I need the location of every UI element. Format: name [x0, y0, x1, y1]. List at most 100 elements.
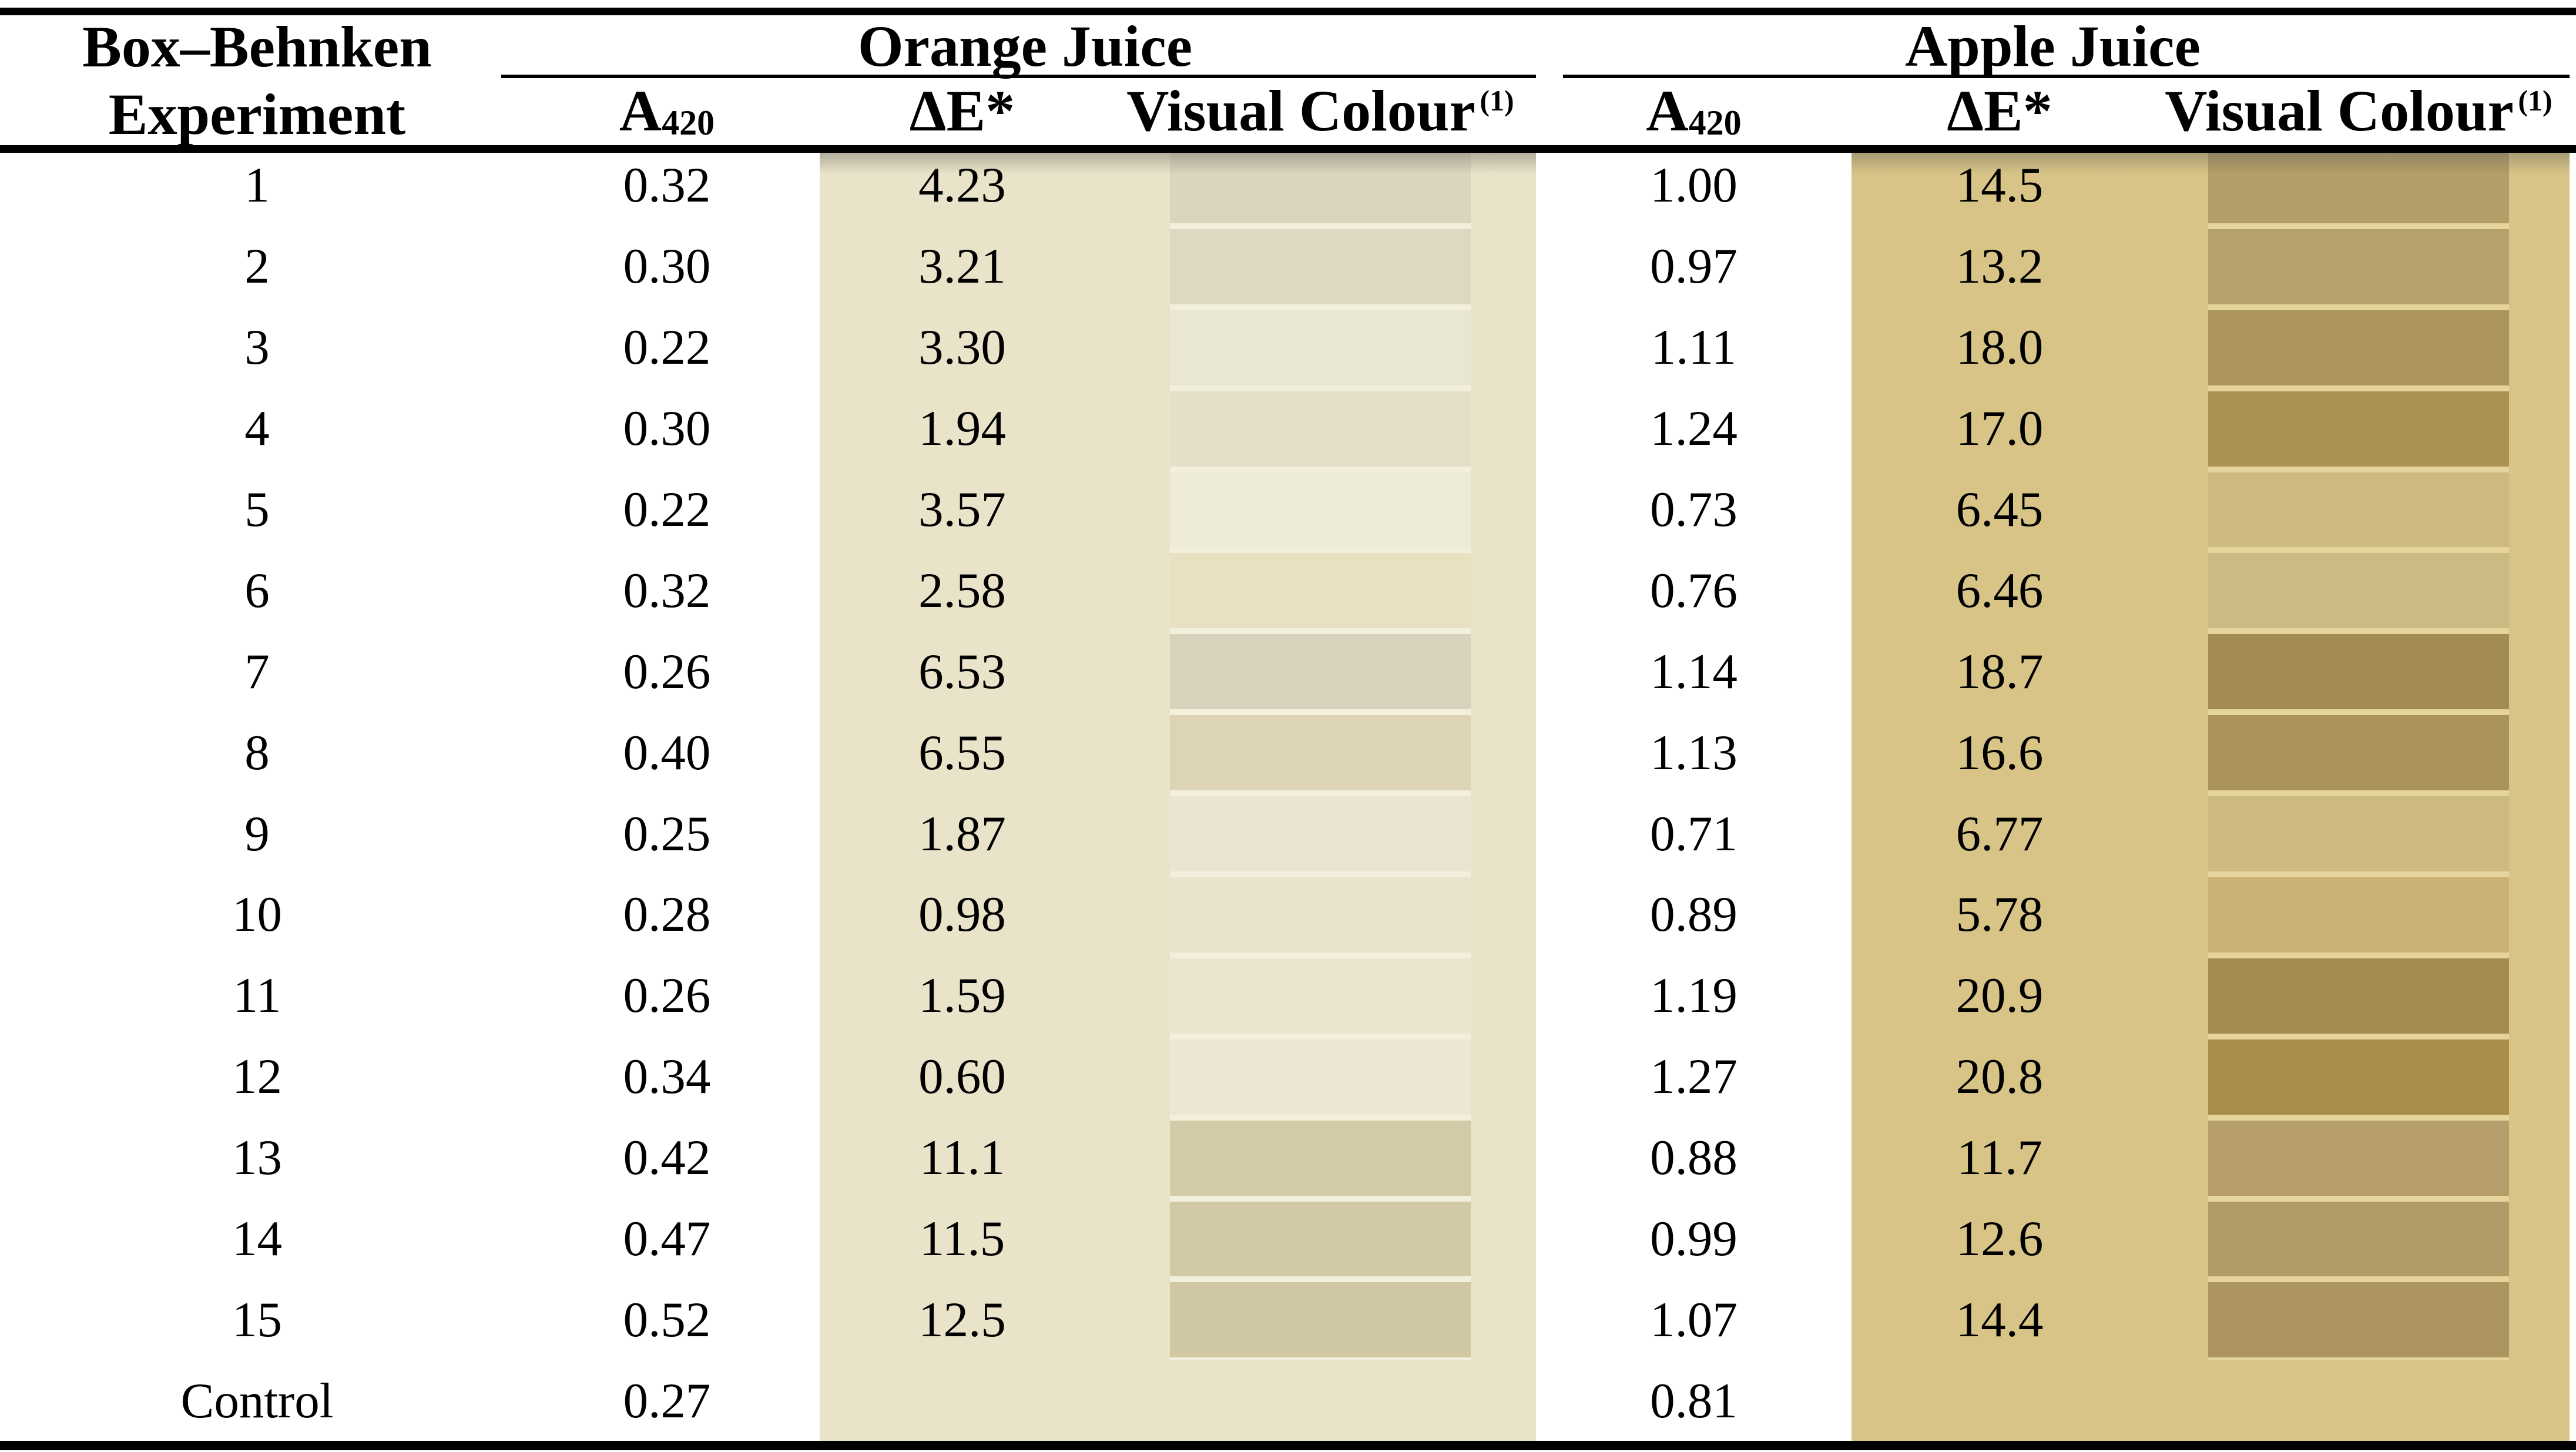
orange-delta-e-cell: 11.5: [820, 1198, 1105, 1280]
orange-colour-swatch: [1170, 1279, 1471, 1361]
apple-colour-swatch: [2208, 307, 2509, 388]
apple-visual-colour-cell: [2148, 1279, 2570, 1361]
apple-colour-swatch: [2208, 1198, 2509, 1280]
apple-a420-cell: 0.73: [1650, 482, 1738, 537]
orange-visual-colour-cell: [1105, 469, 1536, 551]
apple-a420-cell: 1.27: [1650, 1049, 1738, 1105]
orange-delta-e-cell: 0.60: [820, 1036, 1105, 1118]
apple-delta-e-cell: 20.9: [1852, 955, 2148, 1037]
apple-delta-e-cell: 20.8: [1852, 1036, 2148, 1118]
table-top-rule: [0, 8, 2576, 15]
experiment-cell: 3: [244, 320, 270, 375]
orange-a420-cell: 0.22: [623, 482, 711, 537]
apple-visual-colour-cell: [2148, 1117, 2570, 1199]
orange-visual-colour-cell: [1105, 307, 1536, 388]
orange-a420-cell: 0.32: [623, 562, 711, 618]
group-header-orange-juice: Orange Juice: [501, 14, 1536, 79]
header-apple-a420: A420: [1536, 76, 1852, 145]
apple-colour-swatch: [2208, 550, 2509, 632]
experiment-cell: 11: [233, 968, 281, 1024]
apple-delta-e-cell: 16.6: [1852, 712, 2148, 794]
apple-delta-e-cell: 6.45: [1852, 469, 2148, 551]
orange-delta-e-cell: 3.57: [820, 469, 1105, 551]
orange-a420-cell: 0.26: [623, 643, 711, 699]
orange-visual-colour-cell: [1105, 1360, 1536, 1442]
orange-a420-cell: 0.47: [623, 1211, 711, 1267]
orange-visual-colour-cell: [1105, 1036, 1536, 1118]
visual-colour-label: Visual Colour: [2165, 78, 2514, 143]
apple-colour-swatch: [2208, 712, 2509, 794]
orange-visual-colour-cell: [1105, 631, 1536, 713]
apple-colour-swatch: [2208, 145, 2509, 226]
experiment-header-line2: Experiment: [108, 81, 406, 147]
group-header-apple-juice: Apple Juice: [1536, 14, 2570, 79]
orange-juice-label: Orange Juice: [857, 13, 1193, 79]
apple-visual-colour-cell: [2148, 469, 2570, 551]
apple-delta-e-cell: 13.2: [1852, 226, 2148, 307]
apple-visual-colour-cell: [2148, 712, 2570, 794]
orange-visual-colour-cell: [1105, 550, 1536, 632]
apple-a420-cell: 0.97: [1650, 239, 1738, 294]
orange-delta-e-cell: 1.59: [820, 955, 1105, 1037]
apple-a420-cell: 0.99: [1650, 1211, 1738, 1267]
orange-colour-swatch: [1170, 1117, 1471, 1199]
column-header-experiment: Box–Behnken Experiment: [0, 14, 514, 147]
orange-delta-e-cell: 3.21: [820, 226, 1105, 307]
orange-colour-swatch: [1170, 307, 1471, 388]
apple-visual-colour-cell: [2148, 793, 2570, 875]
a420-subscript: 420: [1688, 103, 1742, 143]
apple-delta-e-cell: 17.0: [1852, 388, 2148, 470]
apple-visual-colour-cell: [2148, 388, 2570, 470]
experiment-cell: 2: [244, 239, 270, 294]
apple-a420-cell: 0.76: [1650, 562, 1738, 618]
orange-delta-e-cell: 0.98: [820, 874, 1105, 955]
apple-colour-swatch: [2208, 469, 2509, 551]
experiment-cell: 12: [232, 1049, 282, 1105]
apple-colour-swatch: [2208, 1279, 2509, 1361]
orange-visual-colour-cell: [1105, 1279, 1536, 1361]
experiment-cell: 14: [232, 1211, 282, 1267]
apple-visual-colour-cell: [2148, 550, 2570, 632]
orange-a420-cell: 0.32: [623, 157, 711, 213]
apple-delta-e-cell: 12.6: [1852, 1198, 2148, 1280]
apple-visual-colour-cell: [2148, 1360, 2570, 1442]
orange-colour-swatch: [1170, 1036, 1471, 1118]
orange-delta-e-cell: 6.55: [820, 712, 1105, 794]
header-apple-delta-e: ΔE*: [1852, 76, 2148, 145]
header-apple-visual-colour: Visual Colour (1): [2148, 76, 2570, 145]
table-header-rule: [0, 145, 2576, 153]
table-header: Box–Behnken Experiment Orange Juice Appl…: [0, 14, 2570, 147]
orange-visual-colour-cell: [1105, 145, 1536, 226]
orange-visual-colour-cell: [1105, 388, 1536, 470]
experiment-cell: Control: [180, 1373, 334, 1428]
experiment-cell: 4: [244, 401, 270, 457]
orange-a420-cell: 0.26: [623, 968, 711, 1024]
orange-colour-swatch: [1170, 550, 1471, 632]
orange-colour-swatch: [1170, 145, 1471, 226]
apple-a420-cell: 1.11: [1651, 320, 1737, 375]
apple-colour-swatch: [2208, 1036, 2509, 1118]
orange-delta-e-cell: 3.30: [820, 307, 1105, 388]
orange-delta-e-cell: 6.53: [820, 631, 1105, 713]
apple-visual-colour-cell: [2148, 955, 2570, 1037]
apple-delta-e-cell: [1852, 1360, 2148, 1442]
orange-a420-cell: 0.27: [623, 1373, 711, 1428]
table-bottom-rule: [0, 1441, 2576, 1450]
apple-visual-colour-cell: [2148, 226, 2570, 307]
orange-visual-colour-cell: [1105, 712, 1536, 794]
apple-a420-cell: 1.19: [1650, 968, 1738, 1024]
experiment-cell: 9: [244, 806, 270, 861]
orange-delta-e-cell: [820, 1360, 1105, 1442]
header-orange-visual-colour: Visual Colour (1): [1105, 76, 1536, 145]
orange-a420-cell: 0.52: [623, 1292, 711, 1347]
experiment-cell: 5: [244, 482, 270, 537]
apple-a420-cell: 1.00: [1650, 157, 1738, 213]
table-body: 1 0.32 4.23 1.00 14.5 2 0.30 3.21 0.97 1…: [0, 145, 2570, 1442]
experiment-cell: 6: [244, 562, 270, 618]
experiment-cell: 15: [232, 1292, 282, 1347]
header-orange-a420: A420: [514, 76, 820, 145]
orange-visual-colour-cell: [1105, 1198, 1536, 1280]
apple-delta-e-cell: 18.0: [1852, 307, 2148, 388]
orange-visual-colour-cell: [1105, 226, 1536, 307]
